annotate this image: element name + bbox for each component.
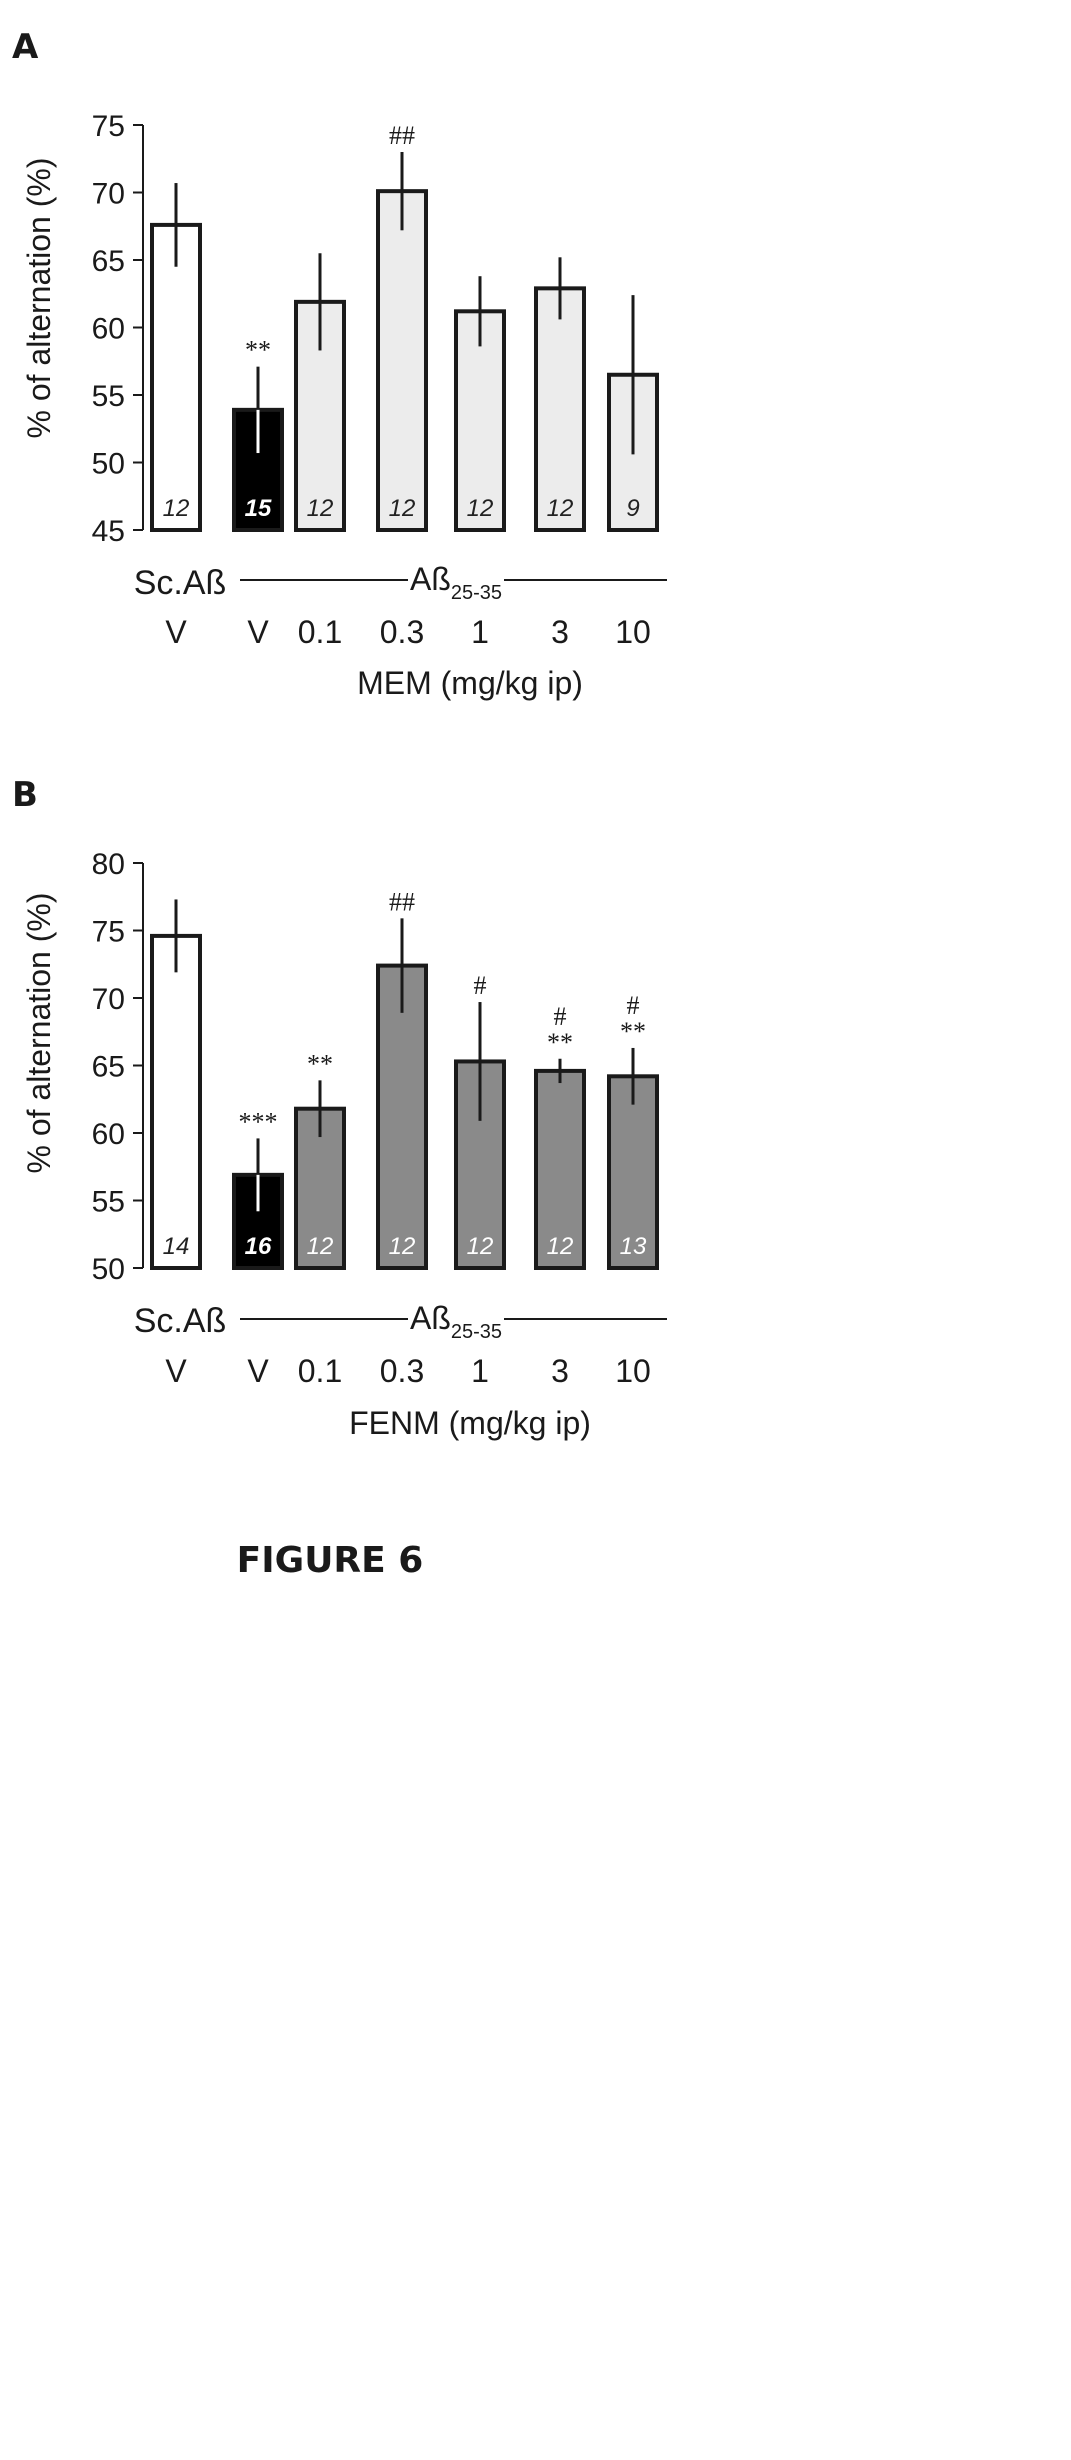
panel-b-category-label: V bbox=[247, 1353, 269, 1389]
panel-b-n-label: 12 bbox=[389, 1233, 416, 1260]
panel-a-bar bbox=[150, 222, 202, 532]
panel-b-category-label: 10 bbox=[615, 1353, 651, 1389]
panel-a-significance-marker: ** bbox=[245, 336, 271, 365]
panel-a-category-label: 0.3 bbox=[380, 614, 424, 650]
panel-a-y-tick-label: 60 bbox=[92, 313, 125, 346]
panel-b-n-label: 16 bbox=[245, 1233, 272, 1260]
panel-a-control-group-label: Sc.Aß bbox=[134, 564, 227, 602]
panel-b-label: B bbox=[12, 775, 38, 815]
panel-a-bar bbox=[454, 309, 506, 532]
panel-b-control-group-label: Sc.Aß bbox=[134, 1302, 227, 1340]
panel-a-drug-label: MEM (mg/kg ip) bbox=[357, 665, 583, 701]
panel-a-plot: 45 50 55 60 65 70 75 12 V 15 ** V 12 0.1 12 ## 0.3 12 1 12 3… bbox=[92, 110, 659, 650]
panel-a-bar bbox=[376, 189, 428, 532]
panel-a-label: A bbox=[12, 27, 39, 67]
panel-a-y-tick-label: 55 bbox=[92, 380, 125, 413]
panel-a-y-tick-label: 75 bbox=[92, 110, 125, 143]
panel-b-category-label: 0.3 bbox=[380, 1353, 424, 1389]
panel-b-significance-marker: *** bbox=[239, 1107, 278, 1136]
panel-a-n-label: 12 bbox=[547, 495, 574, 522]
panel-b-bar bbox=[232, 1172, 284, 1270]
panel-b-y-axis-label: % of alternation (%) bbox=[21, 892, 57, 1173]
panel-b-significance-marker: ** bbox=[620, 1017, 646, 1046]
panel-b-n-label: 12 bbox=[547, 1233, 574, 1260]
panel-a-n-label: 9 bbox=[626, 495, 639, 522]
panel-b-y-tick-label: 55 bbox=[92, 1186, 125, 1219]
panel-b-y-tick-label: 75 bbox=[92, 916, 125, 949]
panel-a-bar bbox=[294, 299, 346, 532]
panel-a-n-label: 12 bbox=[389, 495, 416, 522]
panel-b-category-label: 1 bbox=[471, 1353, 489, 1389]
panel-b-y-tick-label: 65 bbox=[92, 1051, 125, 1084]
panel-a-n-label: 12 bbox=[307, 495, 334, 522]
panel-b-category-label: 3 bbox=[551, 1353, 569, 1389]
panel-b-y-tick-label: 80 bbox=[92, 848, 125, 881]
panel-a-y-tick-label: 65 bbox=[92, 245, 125, 278]
panel-b-significance-marker: ** bbox=[307, 1049, 333, 1078]
panel-b-significance-marker: # bbox=[554, 1002, 567, 1031]
panel-a-n-label: 15 bbox=[245, 495, 272, 522]
panel-b-category-label: V bbox=[165, 1353, 187, 1389]
panel-a-category-label: V bbox=[247, 614, 269, 650]
panel-b-significance-marker: # bbox=[474, 971, 487, 1000]
panel-a: A % of alternation (%) 45 50 55 60 65 70 75 12 V… bbox=[12, 27, 667, 701]
panel-b-significance-marker: ## bbox=[389, 887, 415, 916]
panel-b-category-label: 0.1 bbox=[298, 1353, 342, 1389]
panel-b-bar bbox=[150, 933, 202, 1271]
panel-a-bar bbox=[534, 286, 586, 532]
panel-a-category-label: 3 bbox=[551, 614, 569, 650]
panel-b-significance-marker: ** bbox=[547, 1028, 573, 1057]
panel-b-y-tick-label: 70 bbox=[92, 983, 125, 1016]
panel-a-category-label: 10 bbox=[615, 614, 651, 650]
panel-a-category-label: 1 bbox=[471, 614, 489, 650]
panel-a-category-label: 0.1 bbox=[298, 614, 342, 650]
panel-b-n-label: 13 bbox=[620, 1233, 647, 1260]
panel-a-y-axis-label: % of alternation (%) bbox=[21, 157, 57, 438]
panel-b: B % of alternation (%) 50 55 60 65 70 75 80 14 V… bbox=[12, 775, 667, 1441]
panel-b-significance-marker: # bbox=[627, 991, 640, 1020]
panel-a-y-tick-label: 45 bbox=[92, 515, 125, 548]
panel-b-bar bbox=[607, 1074, 659, 1271]
panel-b-y-tick-label: 50 bbox=[92, 1253, 125, 1286]
panel-a-y-tick-label: 50 bbox=[92, 448, 125, 481]
panel-b-n-label: 12 bbox=[307, 1233, 334, 1260]
panel-b-plot: 5055606570758014V16***V12**0.112##0.312#… bbox=[92, 848, 659, 1389]
panel-b-bar bbox=[294, 1106, 346, 1270]
panel-b-n-label: 12 bbox=[467, 1233, 494, 1260]
panel-a-significance-marker: ## bbox=[389, 121, 415, 150]
figure-title: FIGURE 6 bbox=[237, 1540, 424, 1581]
panel-a-y-tick-label: 70 bbox=[92, 178, 125, 211]
panel-b-y-tick-label: 60 bbox=[92, 1118, 125, 1151]
panel-b-n-label: 14 bbox=[163, 1233, 190, 1260]
panel-a-category-label: V bbox=[165, 614, 187, 650]
panel-a-n-label: 12 bbox=[163, 495, 190, 522]
panel-b-drug-label: FENM (mg/kg ip) bbox=[349, 1405, 591, 1441]
panel-a-n-label: 12 bbox=[467, 495, 494, 522]
panel-a-treatment-group-label: Aß25-35 bbox=[410, 561, 502, 604]
panel-b-treatment-group-label: Aß25-35 bbox=[410, 1300, 502, 1343]
